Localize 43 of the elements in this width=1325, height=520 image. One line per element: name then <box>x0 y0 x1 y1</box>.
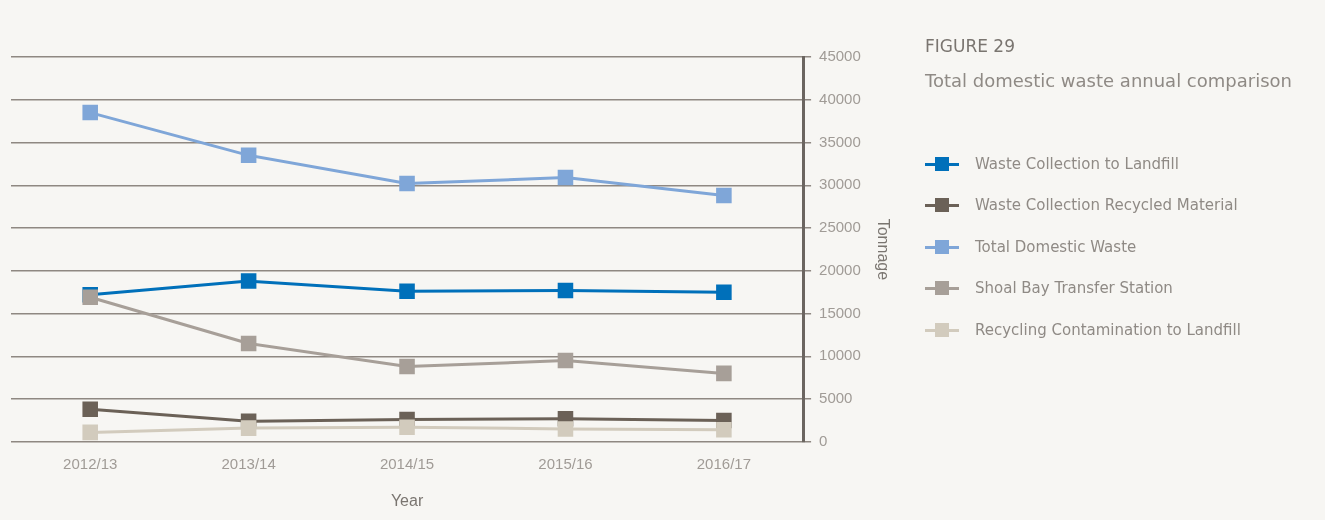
legend-label: Total Domestic Waste <box>975 237 1137 256</box>
point <box>240 273 257 289</box>
y-tick-label: 15000 <box>819 303 861 321</box>
point <box>716 365 732 382</box>
point <box>557 282 574 299</box>
legend-label: Shoal Bay Transfer Station <box>975 279 1173 298</box>
y-tick-label: 10000 <box>819 346 861 364</box>
x-tick-label: 2016/17 <box>696 454 751 472</box>
point <box>240 420 257 436</box>
legend-label: Recycling Contamination to Landfill <box>975 320 1241 339</box>
y-tick-label: 20000 <box>819 260 861 278</box>
point <box>557 169 574 186</box>
text: Total domestic waste annual comparison <box>925 70 1292 91</box>
x-axis-title: Year <box>390 491 424 509</box>
point <box>716 284 732 300</box>
point <box>557 352 574 369</box>
point <box>399 358 415 375</box>
point <box>82 401 98 418</box>
legend-label: Waste Collection Recycled Material <box>975 196 1238 215</box>
y-tick-label: 0 <box>819 431 828 449</box>
point <box>82 104 98 121</box>
point <box>82 424 98 441</box>
x-tick-label: 2014/15 <box>379 454 435 472</box>
x-tick-label: 2013/14 <box>221 454 276 472</box>
point <box>240 335 257 352</box>
point <box>399 283 415 300</box>
y-tick-label: 5000 <box>819 389 853 407</box>
y-tick-label: 25000 <box>819 218 861 236</box>
y-tick-label: 40000 <box>819 89 861 107</box>
y-tick-label: 35000 <box>819 132 861 150</box>
point <box>557 421 574 437</box>
point <box>399 175 415 192</box>
point <box>716 187 732 204</box>
point <box>716 422 732 438</box>
point <box>399 419 415 436</box>
y-axis-title: Tonnage <box>874 218 892 281</box>
text: FIGURE 29 <box>925 36 1016 56</box>
legend-label: Waste Collection to Landfill <box>975 154 1179 173</box>
x-tick-label: 2012/13 <box>63 454 118 472</box>
point <box>240 147 257 164</box>
y-tick-label: 30000 <box>819 175 861 193</box>
x-tick-label: 2015/16 <box>538 454 593 472</box>
y-tick-label: 45000 <box>819 47 861 65</box>
